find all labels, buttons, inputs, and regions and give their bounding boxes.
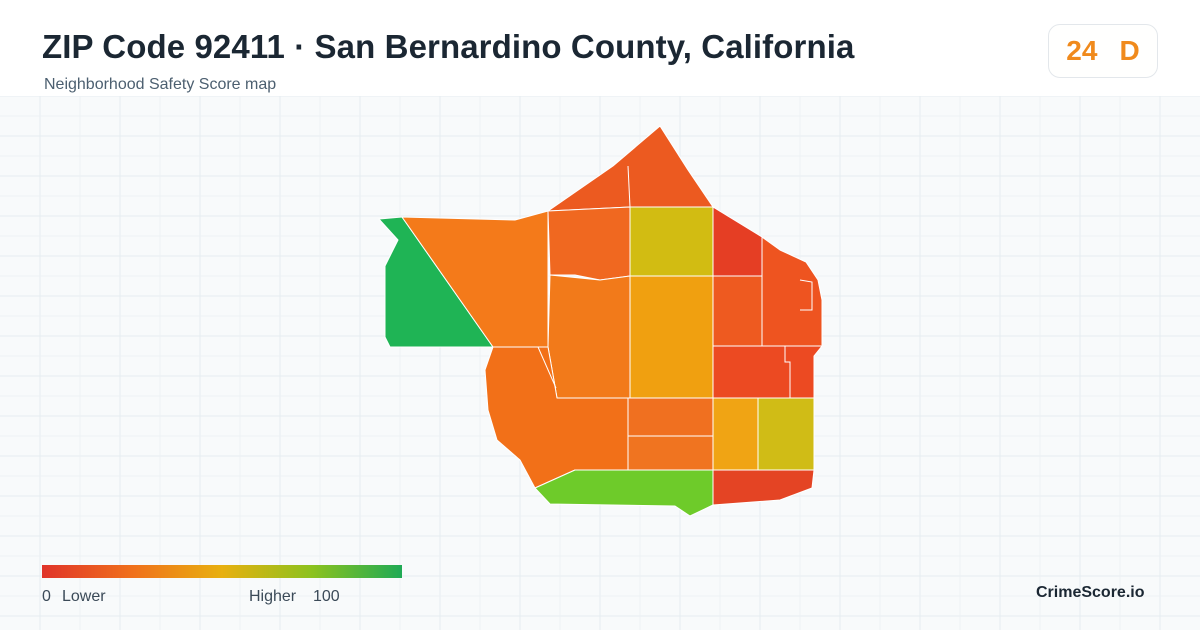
north-red-area[interactable] xyxy=(712,206,763,277)
north-peak-area[interactable] xyxy=(547,125,714,212)
legend-min-value: 0 xyxy=(42,588,51,605)
brand-logo-text: CrimeScore.io xyxy=(1036,584,1145,601)
southeast-red-area[interactable] xyxy=(712,469,815,506)
header: ZIP Code 92411 · San Bernardino County, … xyxy=(0,0,1200,96)
center-west-area[interactable] xyxy=(547,274,631,399)
south-green-area[interactable] xyxy=(534,469,714,517)
north-center-area[interactable] xyxy=(547,206,631,281)
legend-high-label: Higher xyxy=(249,588,297,605)
southeast-yellow-area[interactable] xyxy=(757,397,815,471)
west-area[interactable] xyxy=(401,210,549,348)
page-title: ZIP Code 92411 · San Bernardino County, … xyxy=(42,28,855,65)
street-line xyxy=(627,165,631,208)
street-line xyxy=(537,346,557,389)
northeast-area[interactable] xyxy=(761,236,823,347)
center-area[interactable] xyxy=(629,275,714,399)
street-line xyxy=(799,279,813,311)
legend-color-scale xyxy=(42,565,402,578)
safety-score-badge: 24 D xyxy=(1048,24,1158,78)
street-line xyxy=(784,346,791,398)
legend-max-value: 100 xyxy=(313,588,340,605)
south-orange-area[interactable] xyxy=(627,397,714,437)
safety-grade: D xyxy=(1119,35,1140,66)
east-area[interactable] xyxy=(712,345,823,399)
page-subtitle: Neighborhood Safety Score map xyxy=(44,76,277,93)
safety-score-value: 24 xyxy=(1066,35,1098,66)
north-yellow-area[interactable] xyxy=(629,206,714,277)
center-east-area[interactable] xyxy=(712,275,763,347)
legend-low-label: Lower xyxy=(62,588,106,605)
southeast-amber-area[interactable] xyxy=(712,397,759,471)
south-lower-area[interactable] xyxy=(627,435,714,471)
